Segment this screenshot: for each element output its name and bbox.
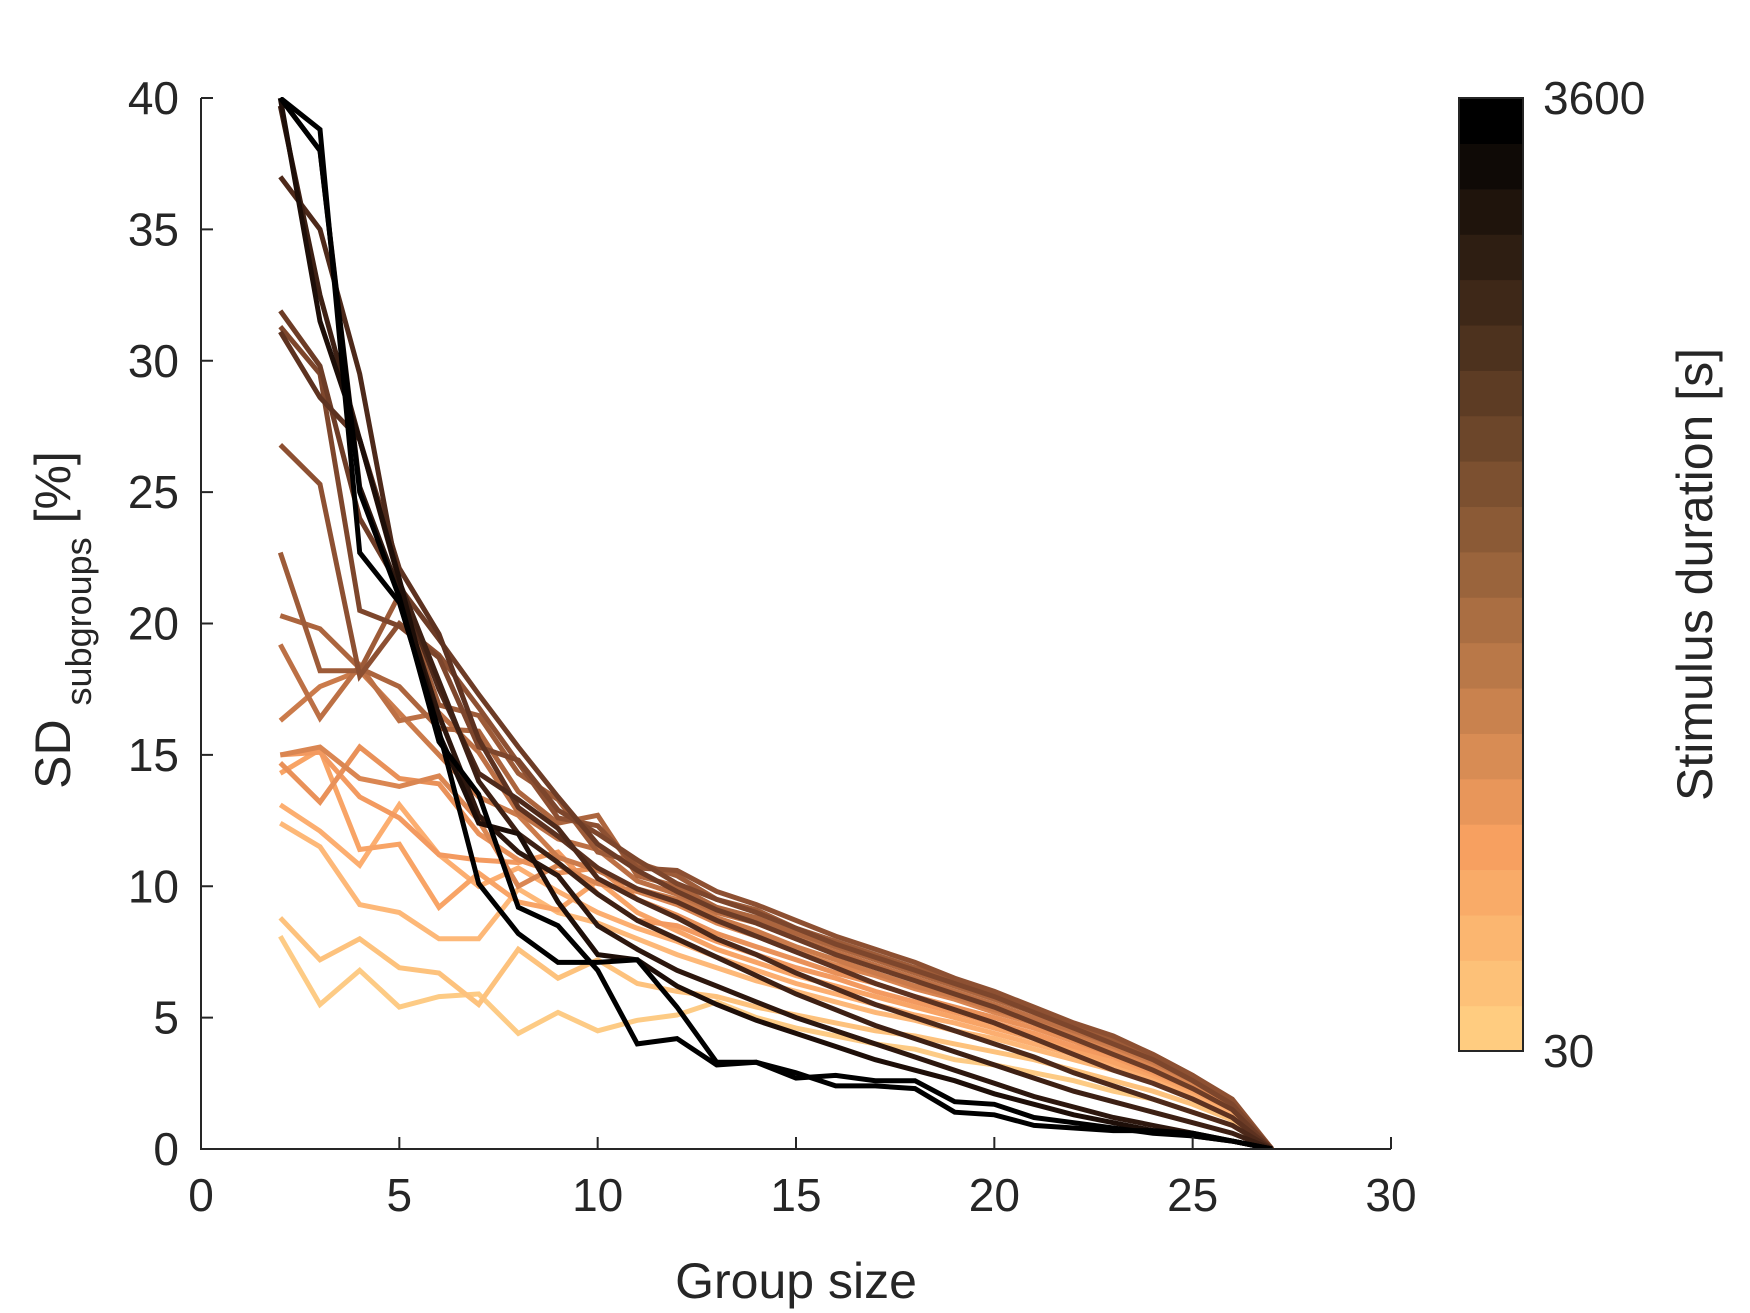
colorbar-swatch	[1459, 597, 1523, 644]
y-axis-label-unit: [%]	[25, 451, 81, 523]
colorbar: 3600 30 Stimulus duration [s]	[1458, 72, 1723, 1077]
x-tick-label: 25	[1167, 1169, 1218, 1221]
plot-area: 0 5 10 15 20 25 30 0 5 10 15 20 25 30 35 40	[128, 72, 1417, 1221]
y-axis-ticks: 0 5 10 15 20 25 30 35 40	[128, 72, 213, 1175]
colorbar-swatch	[1459, 914, 1523, 961]
colorbar-swatch	[1459, 778, 1523, 825]
y-tick-label: 20	[128, 598, 179, 650]
y-tick-label: 10	[128, 860, 179, 912]
colorbar-swatch	[1459, 687, 1523, 734]
colorbar-swatch	[1459, 188, 1523, 235]
y-axis-label: SD subgroups [%]	[25, 451, 99, 789]
colorbar-max-label: 3600	[1543, 72, 1645, 124]
colorbar-swatch	[1459, 960, 1523, 1007]
series-line-4	[278, 800, 1274, 1150]
y-tick-label: 5	[153, 992, 179, 1044]
x-tick-label: 30	[1365, 1169, 1416, 1221]
colorbar-swatch	[1459, 642, 1523, 689]
y-tick-label: 0	[153, 1123, 179, 1175]
x-tick-label: 20	[969, 1169, 1020, 1221]
colorbar-label: Stimulus duration [s]	[1667, 348, 1723, 801]
colorbar-swatch	[1459, 869, 1523, 916]
colorbar-swatch	[1459, 824, 1523, 871]
colorbar-swatch	[1459, 98, 1523, 144]
y-tick-label: 15	[128, 729, 179, 781]
colorbar-swatch	[1459, 143, 1523, 190]
x-tick-label: 5	[387, 1169, 413, 1221]
x-tick-label: 0	[188, 1169, 214, 1221]
x-tick-label: 15	[770, 1169, 821, 1221]
y-tick-label: 25	[128, 466, 179, 518]
series-layer	[277, 97, 1274, 1150]
series-line-22	[278, 97, 1273, 1150]
series-line-1	[278, 934, 1274, 1150]
colorbar-swatch	[1459, 506, 1523, 553]
series-line-14	[278, 324, 1274, 1150]
colorbar-swatch	[1459, 370, 1523, 417]
x-axis-label: Group size	[675, 1253, 917, 1309]
series-line-16	[278, 330, 1274, 1150]
colorbar-swatch	[1459, 733, 1523, 780]
x-tick-label: 10	[572, 1169, 623, 1221]
x-axis-ticks: 0 5 10 15 20 25 30	[188, 1137, 1417, 1221]
colorbar-swatch	[1459, 415, 1523, 462]
colorbar-swatch	[1459, 279, 1523, 326]
colorbar-swatch	[1459, 551, 1523, 598]
y-tick-label: 40	[128, 72, 179, 124]
svg-text:SD subgroups [%]: SD subgroups [%]	[25, 451, 99, 789]
y-tick-label: 30	[128, 335, 179, 387]
y-tick-label: 35	[128, 203, 179, 255]
series-line-18	[277, 105, 1273, 1150]
y-axis-label-main: SD	[25, 719, 81, 788]
y-axis-label-subscript: subgroups	[58, 537, 99, 705]
colorbar-swatch	[1459, 1005, 1523, 1052]
colorbar-swatch	[1459, 234, 1523, 281]
colorbar-min-label: 30	[1543, 1025, 1594, 1077]
colorbar-swatch	[1459, 324, 1523, 371]
colorbar-swatch	[1459, 461, 1523, 508]
colorbar-swatches	[1459, 98, 1523, 1052]
series-line-13	[278, 443, 1274, 1150]
series-line-19	[278, 97, 1273, 1150]
series-line-5	[279, 745, 1274, 1150]
colorbar-frame	[1458, 97, 1524, 1052]
